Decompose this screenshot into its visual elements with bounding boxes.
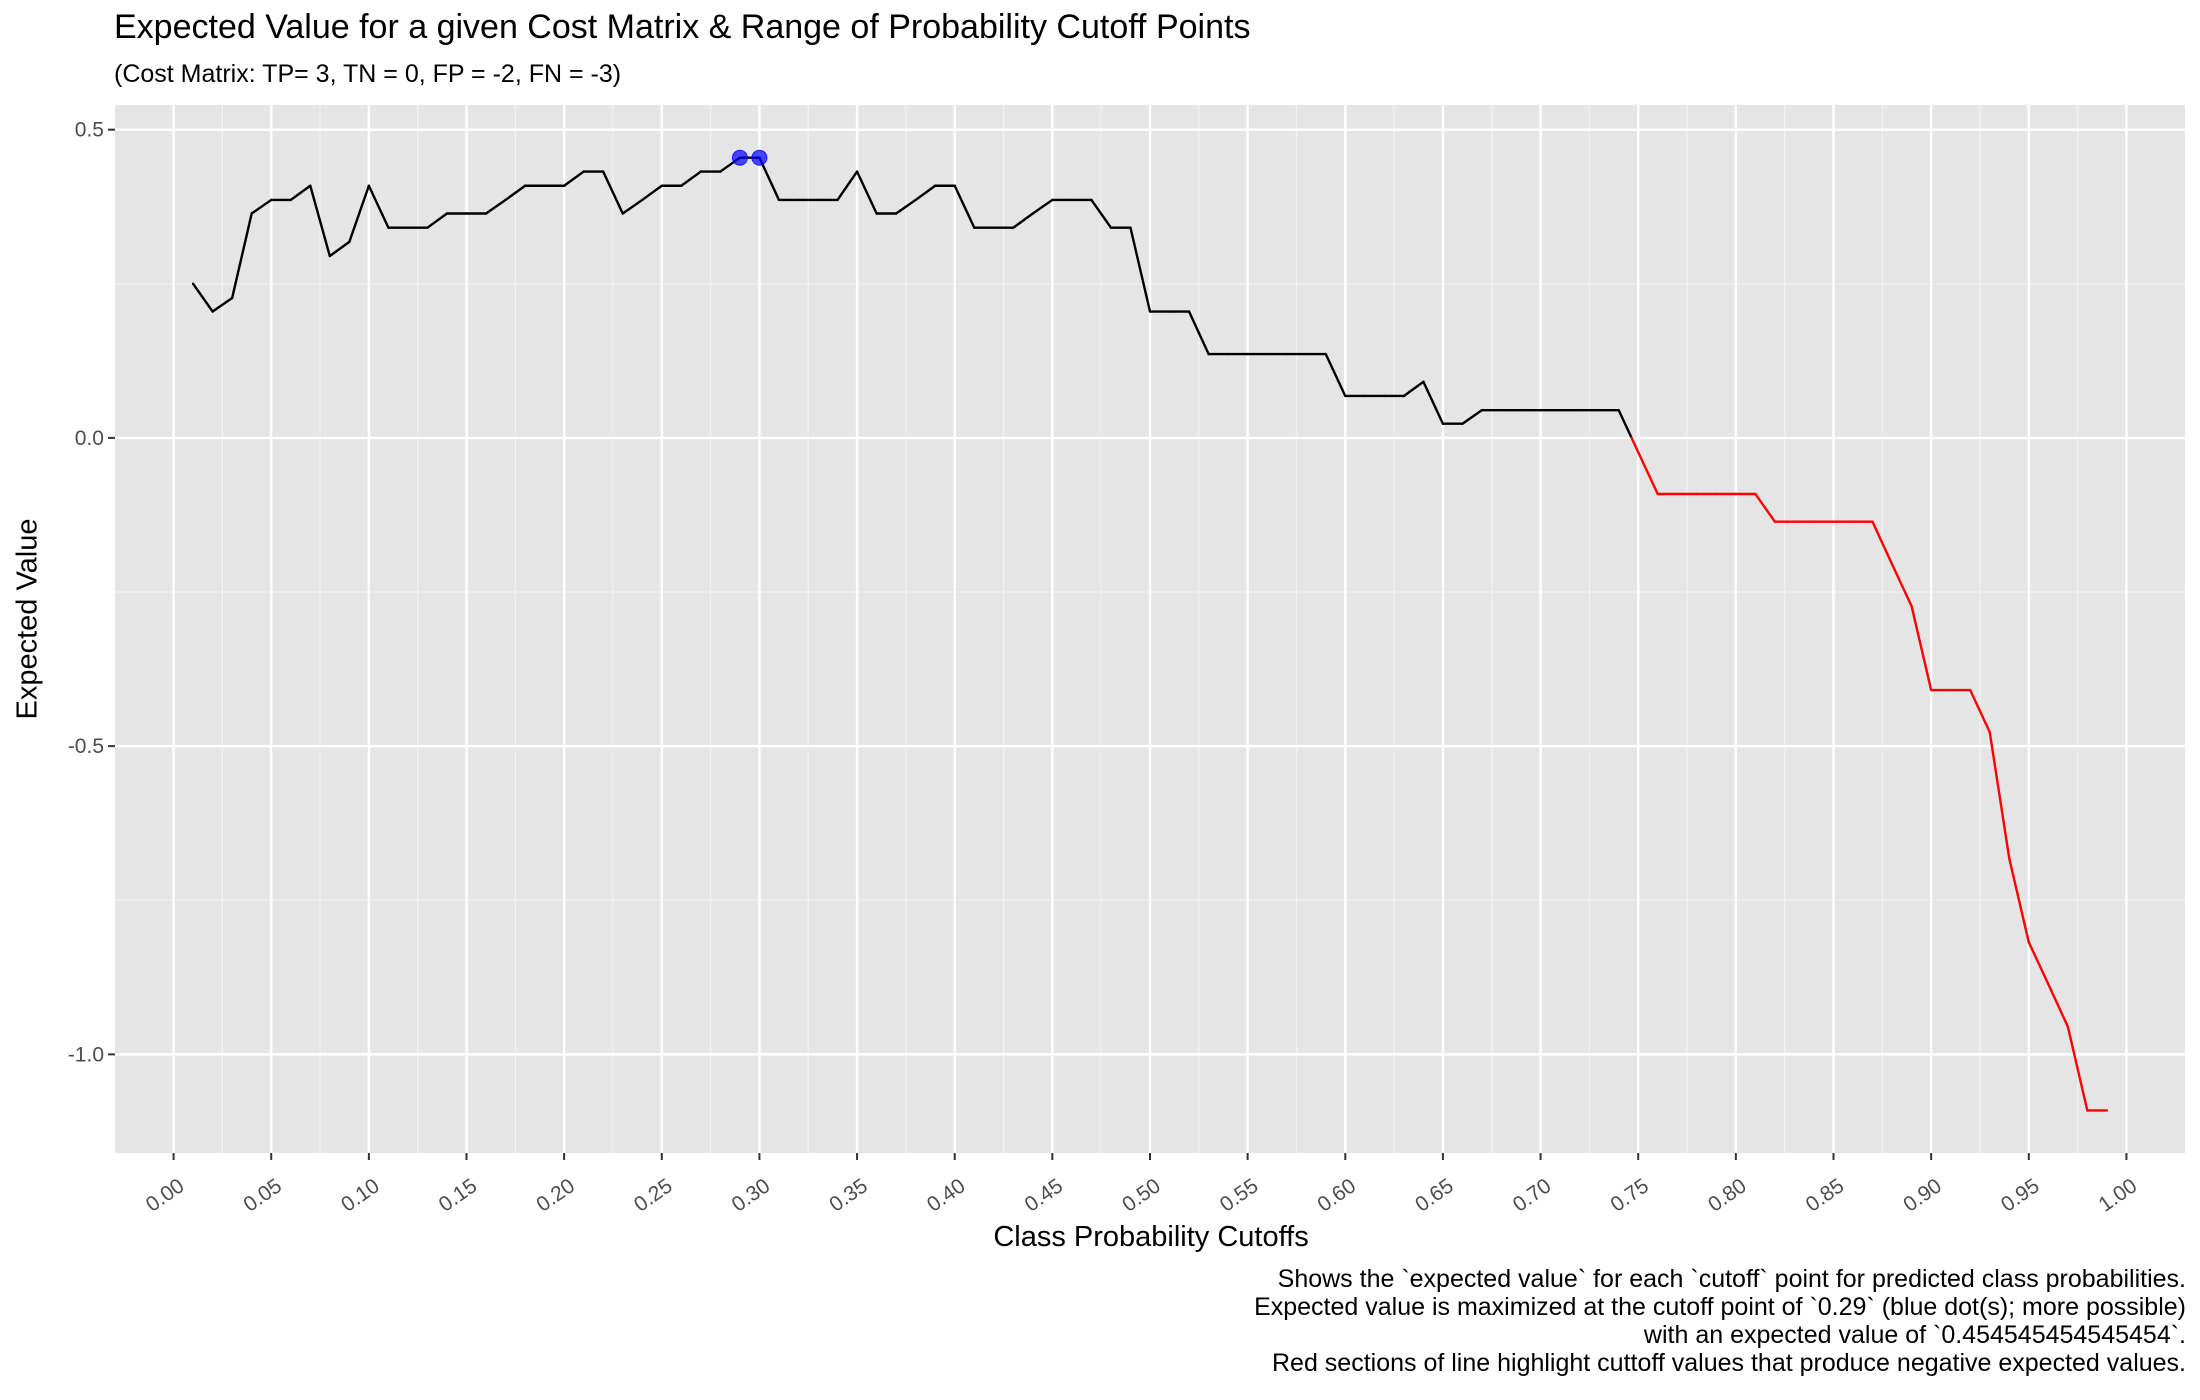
x-tick-label: 0.90	[1899, 1174, 1946, 1216]
line-segment	[1637, 450, 1659, 496]
line-segment	[328, 240, 351, 258]
x-tick-label: 0.20	[532, 1174, 579, 1216]
line-segment	[211, 296, 234, 313]
max-point	[731, 149, 748, 166]
major-gridlines	[115, 105, 2185, 1153]
line-segment	[1129, 226, 1152, 313]
line-segment	[2008, 857, 2030, 944]
line-segment	[2047, 982, 2070, 1028]
line-segment	[1988, 730, 2011, 860]
x-tick-label: 0.25	[630, 1174, 677, 1216]
line-segment	[1910, 604, 1933, 692]
line-segment	[309, 184, 332, 258]
line-segment	[250, 198, 273, 215]
x-tick-label: 0.70	[1509, 1174, 1556, 1216]
line-segment	[953, 184, 976, 229]
max-point	[751, 149, 768, 166]
line-segment	[230, 212, 253, 300]
line-segment	[1090, 198, 1113, 229]
line-segment	[1402, 380, 1425, 398]
line-segment	[348, 184, 371, 244]
line-segment	[562, 170, 585, 187]
x-tick-label: 0.10	[337, 1174, 384, 1216]
caption-line: with an expected value of `0.45454545454…	[1643, 1321, 2186, 1349]
line-segment	[855, 170, 878, 215]
expected-value-line	[191, 156, 2109, 1112]
line-segment	[504, 184, 527, 202]
chart-caption: Shows the `expected value` for each `cut…	[1254, 1265, 2186, 1377]
line-segment	[2027, 940, 2050, 986]
x-tick-label: 0.80	[1704, 1174, 1751, 1216]
x-tick-label: 0.55	[1216, 1174, 1263, 1216]
y-tick-label: 0.5	[75, 119, 104, 142]
line-segment	[1422, 380, 1445, 425]
line-segment	[426, 212, 449, 229]
x-tick-label: 0.75	[1606, 1174, 1653, 1216]
x-tick-label: 0.35	[825, 1174, 872, 1216]
line-segment	[1617, 408, 1633, 440]
caption-line: Red sections of line highlight cuttoff v…	[1271, 1349, 2186, 1377]
line-segment	[602, 170, 624, 215]
line-segment	[1031, 198, 1054, 215]
line-segment	[1187, 310, 1210, 356]
x-tick-label: 0.85	[1802, 1174, 1849, 1216]
line-segment	[641, 184, 663, 202]
line-segment	[1968, 688, 1991, 734]
line-segment	[1012, 212, 1035, 229]
y-tick-label: 0.0	[75, 427, 104, 450]
x-axis: 0.00 0.05 0.10 0.15 0.20 0.25 0.30 0.35 0.40 0.45…	[142, 1153, 2142, 1217]
line-segment	[1630, 436, 1640, 454]
x-tick-label: 0.65	[1411, 1174, 1458, 1216]
x-tick-label: 0.45	[1021, 1174, 1068, 1216]
line-segment	[1754, 492, 1777, 523]
minor-gridlines	[115, 105, 2185, 1153]
line-segment	[914, 184, 937, 202]
x-axis-title: Class Probability Cutoffs	[993, 1221, 1309, 1253]
chart-title: Expected Value for a given Cost Matrix &…	[114, 8, 1251, 46]
y-axis-title: Expected Value	[11, 518, 44, 720]
x-tick-label: 0.15	[435, 1174, 482, 1216]
x-tick-label: 0.60	[1313, 1174, 1360, 1216]
line-segment	[836, 170, 859, 202]
line-segment	[1890, 563, 1913, 608]
line-segment	[680, 170, 703, 187]
line-segment	[621, 198, 644, 215]
line-segment	[191, 282, 214, 313]
line-segment	[1461, 408, 1484, 425]
caption-line: Shows the `expected value` for each `cut…	[1277, 1265, 2186, 1293]
x-tick-label: 1.00	[2095, 1174, 2142, 1216]
x-tick-label: 0.50	[1118, 1174, 1165, 1216]
x-tick-label: 0.00	[142, 1174, 189, 1216]
line-segment	[367, 184, 390, 229]
x-tick-label: 0.05	[239, 1174, 286, 1216]
chart-subtitle: (Cost Matrix: TP= 3, TN = 0, FP = -2, FN…	[114, 60, 622, 88]
max-points	[731, 149, 768, 166]
y-axis: 0.5 0.0 -0.5 -1.0	[68, 119, 115, 1066]
line-segment	[1871, 520, 1894, 566]
x-tick-label: 0.95	[1997, 1174, 2044, 1216]
line-segment	[289, 184, 312, 202]
line-segment	[2066, 1025, 2089, 1112]
x-tick-label: 0.30	[728, 1174, 775, 1216]
line-segment	[894, 198, 917, 215]
x-tick-label: 0.40	[923, 1174, 970, 1216]
y-tick-label: -0.5	[68, 735, 104, 758]
caption-line: Expected value is maximized at the cutof…	[1254, 1293, 2186, 1321]
line-segment	[484, 198, 507, 215]
line-segment	[1324, 352, 1347, 398]
y-tick-label: -1.0	[68, 1043, 104, 1066]
